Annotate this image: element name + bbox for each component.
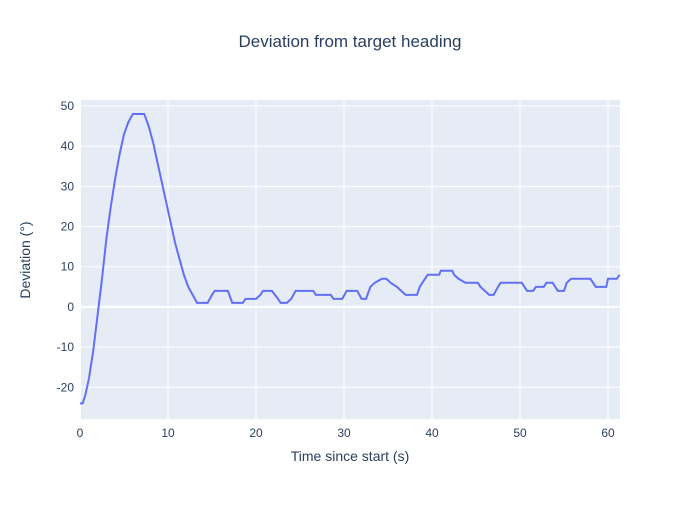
x-tick-label: 30 <box>337 426 351 440</box>
marks <box>80 113 621 405</box>
y-axis-title: Deviation (°) <box>17 221 33 298</box>
x-tick-label: 40 <box>425 426 439 440</box>
y-tick-label: -10 <box>57 340 75 354</box>
y-tick-label: 10 <box>61 260 75 274</box>
x-tick-label: 20 <box>249 426 263 440</box>
x-tick-label: 10 <box>161 426 175 440</box>
x-tick-label: 60 <box>601 426 615 440</box>
y-tick-label: 50 <box>61 99 75 113</box>
y-tick-label: 0 <box>67 300 74 314</box>
y-tick-label: 30 <box>61 179 75 193</box>
chart-title: Deviation from target heading <box>238 32 461 51</box>
y-tick-label: 20 <box>61 220 75 234</box>
x-tick-label: 50 <box>513 426 527 440</box>
y-tick-label: 40 <box>61 139 75 153</box>
grid <box>79 100 620 419</box>
x-axis-title: Time since start (s) <box>291 448 410 464</box>
y-tick-label: -20 <box>57 380 75 394</box>
line <box>80 113 621 405</box>
plot-area <box>80 100 620 419</box>
x-tick-label: 0 <box>77 426 84 440</box>
